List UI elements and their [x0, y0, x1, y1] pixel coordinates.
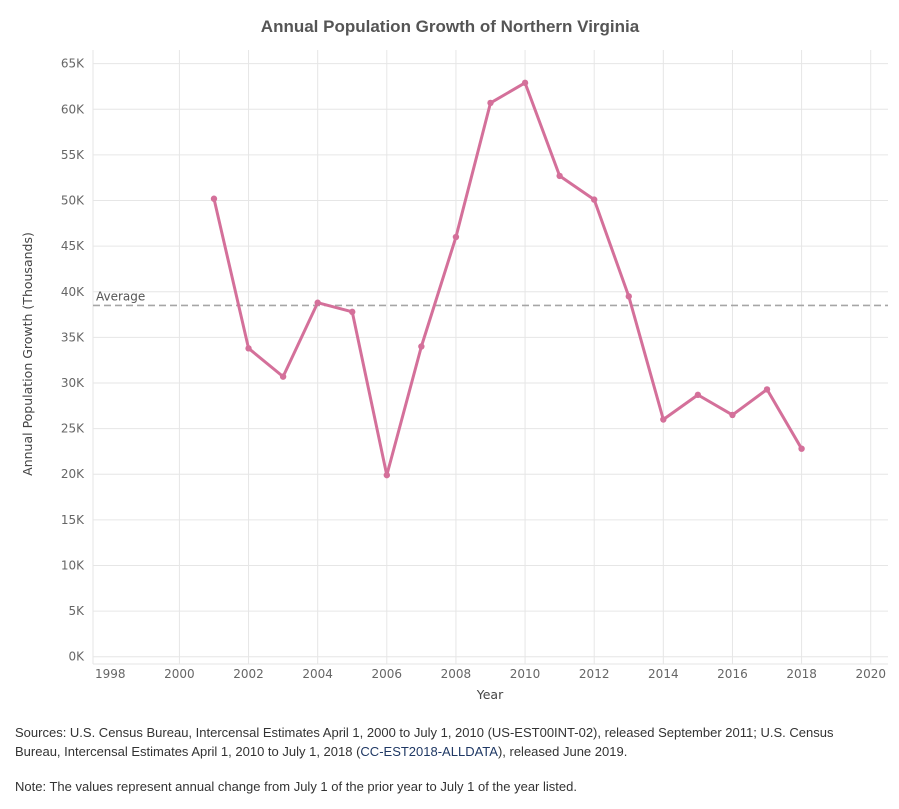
chart-title: Annual Population Growth of Northern Vir… [261, 17, 640, 36]
y-axis-label: Annual Population Growth (Thousands) [20, 232, 35, 476]
line-chart: Annual Population Growth of Northern Vir… [20, 17, 888, 702]
y-tick-label: 5K [68, 604, 85, 618]
y-tick-label: 45K [61, 239, 85, 253]
data-point[interactable] [279, 373, 287, 380]
y-tick-label: 15K [61, 513, 85, 527]
data-point[interactable] [694, 391, 702, 399]
y-tick-label: 20K [61, 467, 85, 481]
y-tick-label: 60K [61, 102, 85, 116]
data-point[interactable] [210, 195, 218, 202]
y-tick-label: 30K [61, 376, 85, 390]
data-point[interactable] [245, 345, 252, 352]
note-text: Note: The values represent annual change… [15, 779, 577, 794]
y-tick-label: 50K [61, 194, 85, 208]
data-point[interactable] [625, 293, 632, 300]
data-point[interactable] [763, 386, 771, 393]
data-point[interactable] [729, 411, 736, 419]
data-point[interactable] [418, 343, 425, 350]
data-point[interactable] [487, 99, 494, 107]
data-point[interactable] [314, 299, 321, 306]
y-tick-label: 35K [61, 330, 85, 344]
sources-prefix: Sources: U.S. Census Bureau, Intercensal… [15, 725, 834, 759]
y-tick-label: 0K [68, 650, 85, 664]
data-point[interactable] [383, 471, 391, 479]
data-point[interactable] [798, 445, 805, 452]
x-tick-label: 2014 [648, 667, 679, 681]
x-axis-ticks: 1998 2000 2002 2004 2006 2008 2010 2012 2014 2016… [95, 667, 886, 681]
sources-suffix: ), released June 2019. [497, 744, 628, 759]
x-axis-label: Year [476, 687, 504, 702]
x-tick-label: 2004 [302, 667, 333, 681]
x-tick-label: 2000 [164, 667, 195, 681]
x-tick-label: 1998 [95, 667, 126, 681]
x-tick-label: 2020 [855, 667, 886, 681]
data-point[interactable] [521, 79, 529, 87]
series-line [212, 81, 803, 477]
x-tick-label: 2010 [510, 667, 541, 681]
y-tick-label: 65K [61, 57, 85, 71]
data-point[interactable] [590, 196, 598, 203]
average-reference: Average [93, 289, 888, 307]
x-tick-label: 2018 [786, 667, 817, 681]
data-point[interactable] [349, 308, 356, 316]
series-layer [210, 79, 805, 479]
y-tick-label: 25K [61, 422, 85, 436]
average-label: Average [96, 289, 145, 303]
x-tick-label: 2002 [233, 667, 264, 681]
x-tick-label: 2016 [717, 667, 748, 681]
sources-text: Sources: U.S. Census Bureau, Intercensal… [15, 723, 875, 761]
sources-dataset-link[interactable]: CC-EST2018-ALLDATA [360, 744, 498, 759]
x-tick-label: 2008 [441, 667, 472, 681]
y-tick-label: 10K [61, 558, 85, 572]
data-point[interactable] [452, 233, 460, 241]
y-tick-label: 55K [61, 148, 85, 162]
data-point[interactable] [660, 416, 667, 423]
data-point[interactable] [556, 172, 563, 180]
x-tick-label: 2012 [579, 667, 610, 681]
y-axis-ticks: 0K 5K 10K 15K 20K 25K 30K 35K 40K 45K 50K 55K 60K 65K [61, 57, 85, 664]
gridlines [92, 50, 888, 665]
y-tick-label: 40K [61, 285, 85, 299]
x-tick-label: 2006 [372, 667, 403, 681]
